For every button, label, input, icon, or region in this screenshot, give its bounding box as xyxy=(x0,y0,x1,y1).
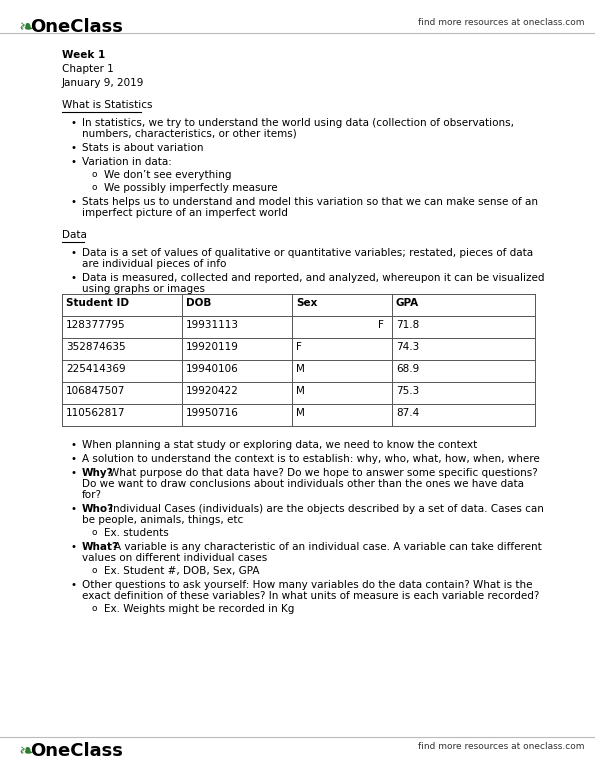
Text: Data is measured, collected and reported, and analyzed, whereupon it can be visu: Data is measured, collected and reported… xyxy=(82,273,544,283)
Text: o: o xyxy=(92,566,98,575)
Text: Week 1: Week 1 xyxy=(62,50,105,60)
Text: 19950716: 19950716 xyxy=(186,408,239,418)
Text: A variable is any characteristic of an individual case. A variable can take diff: A variable is any characteristic of an i… xyxy=(114,542,542,552)
Text: 19940106: 19940106 xyxy=(186,364,239,374)
Text: Who?: Who? xyxy=(82,504,114,514)
Text: 225414369: 225414369 xyxy=(66,364,126,374)
Text: What?: What? xyxy=(82,542,119,552)
Text: •: • xyxy=(70,580,76,590)
Text: 87.4: 87.4 xyxy=(396,408,419,418)
Text: January 9, 2019: January 9, 2019 xyxy=(62,78,145,88)
Text: 110562817: 110562817 xyxy=(66,408,126,418)
Text: 128377795: 128377795 xyxy=(66,320,126,330)
Text: exact definition of these variables? In what units of measure is each variable r: exact definition of these variables? In … xyxy=(82,591,540,601)
Text: Ex. Weights might be recorded in Kg: Ex. Weights might be recorded in Kg xyxy=(104,604,295,614)
Text: imperfect picture of an imperfect world: imperfect picture of an imperfect world xyxy=(82,208,288,218)
Text: F: F xyxy=(296,342,302,352)
Text: •: • xyxy=(70,118,76,128)
Text: •: • xyxy=(70,197,76,207)
Text: ❧: ❧ xyxy=(18,742,35,761)
Text: DOB: DOB xyxy=(186,298,211,308)
Text: •: • xyxy=(70,143,76,153)
Text: numbers, characteristics, or other items): numbers, characteristics, or other items… xyxy=(82,129,297,139)
Text: We possibly imperfectly measure: We possibly imperfectly measure xyxy=(104,183,278,193)
Text: 19920119: 19920119 xyxy=(186,342,239,352)
Text: Ex. Student #, DOB, Sex, GPA: Ex. Student #, DOB, Sex, GPA xyxy=(104,566,259,576)
Text: Do we want to draw conclusions about individuals other than the ones we have dat: Do we want to draw conclusions about ind… xyxy=(82,479,524,489)
Text: o: o xyxy=(92,170,98,179)
Text: 71.8: 71.8 xyxy=(396,320,419,330)
Text: values on different individual cases: values on different individual cases xyxy=(82,553,267,563)
Text: o: o xyxy=(92,604,98,613)
Text: We don’t see everything: We don’t see everything xyxy=(104,170,231,180)
Text: Chapter 1: Chapter 1 xyxy=(62,64,114,74)
Text: Data is a set of values of qualitative or quantitative variables; restated, piec: Data is a set of values of qualitative o… xyxy=(82,248,533,258)
Text: Sex: Sex xyxy=(296,298,317,308)
Text: Stats is about variation: Stats is about variation xyxy=(82,143,203,153)
Text: 352874635: 352874635 xyxy=(66,342,126,352)
Text: When planning a stat study or exploring data, we need to know the context: When planning a stat study or exploring … xyxy=(82,440,477,450)
Text: OneClass: OneClass xyxy=(30,742,123,760)
Text: In statistics, we try to understand the world using data (collection of observat: In statistics, we try to understand the … xyxy=(82,118,514,128)
Text: M: M xyxy=(296,364,305,374)
Text: Stats helps us to understand and model this variation so that we can make sense : Stats helps us to understand and model t… xyxy=(82,197,538,207)
Text: •: • xyxy=(70,542,76,552)
Text: •: • xyxy=(70,157,76,167)
Text: Ex. students: Ex. students xyxy=(104,528,169,538)
Text: using graphs or images: using graphs or images xyxy=(82,284,205,294)
Text: be people, animals, things, etc: be people, animals, things, etc xyxy=(82,515,243,525)
Text: 19931113: 19931113 xyxy=(186,320,239,330)
Text: Variation in data:: Variation in data: xyxy=(82,157,172,167)
Text: are individual pieces of info: are individual pieces of info xyxy=(82,259,226,269)
Text: Student ID: Student ID xyxy=(66,298,129,308)
Text: •: • xyxy=(70,504,76,514)
Text: o: o xyxy=(92,183,98,192)
Text: GPA: GPA xyxy=(396,298,419,308)
Text: 106847507: 106847507 xyxy=(66,386,126,396)
Text: Other questions to ask yourself: How many variables do the data contain? What is: Other questions to ask yourself: How man… xyxy=(82,580,533,590)
Text: Data: Data xyxy=(62,230,87,240)
Text: •: • xyxy=(70,468,76,478)
Text: M: M xyxy=(296,386,305,396)
Text: •: • xyxy=(70,273,76,283)
Text: What purpose do that data have? Do we hope to answer some specific questions?: What purpose do that data have? Do we ho… xyxy=(109,468,538,478)
Text: Why?: Why? xyxy=(82,468,114,478)
Text: F: F xyxy=(378,320,384,330)
Text: What is Statistics: What is Statistics xyxy=(62,100,152,110)
Text: •: • xyxy=(70,440,76,450)
Text: 74.3: 74.3 xyxy=(396,342,419,352)
Text: Individual Cases (individuals) are the objects described by a set of data. Cases: Individual Cases (individuals) are the o… xyxy=(110,504,544,514)
Text: find more resources at oneclass.com: find more resources at oneclass.com xyxy=(418,18,585,27)
Text: 68.9: 68.9 xyxy=(396,364,419,374)
Text: ❧: ❧ xyxy=(18,18,35,37)
Text: 19920422: 19920422 xyxy=(186,386,239,396)
Text: •: • xyxy=(70,454,76,464)
Text: OneClass: OneClass xyxy=(30,18,123,36)
Text: o: o xyxy=(92,528,98,537)
Text: M: M xyxy=(296,408,305,418)
Text: A solution to understand the context is to establish: why, who, what, how, when,: A solution to understand the context is … xyxy=(82,454,540,464)
Text: 75.3: 75.3 xyxy=(396,386,419,396)
Text: •: • xyxy=(70,248,76,258)
Text: for?: for? xyxy=(82,490,102,500)
Text: find more resources at oneclass.com: find more resources at oneclass.com xyxy=(418,742,585,751)
